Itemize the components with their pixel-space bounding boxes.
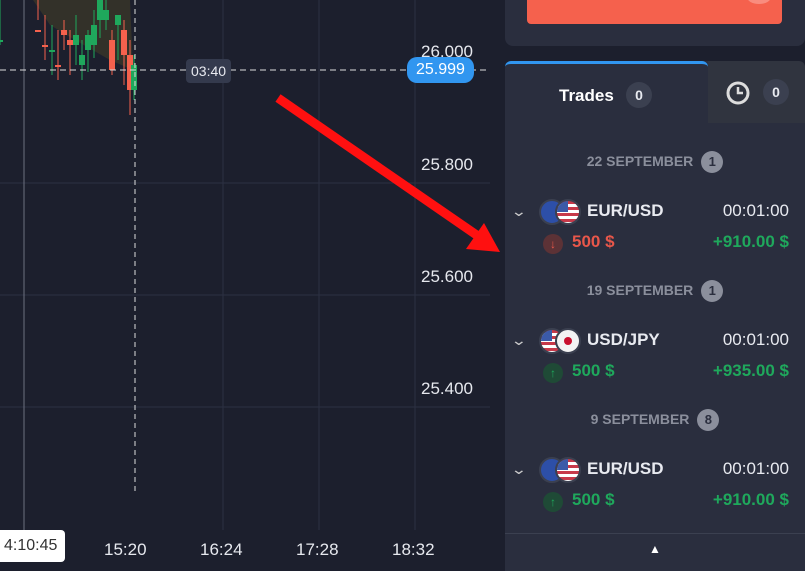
date-count-badge: 1 bbox=[701, 151, 724, 173]
chevron-down-icon[interactable]: ⌄ bbox=[510, 332, 528, 348]
asset-pair: USD/JPY bbox=[587, 330, 660, 349]
y-tick: 26.000 bbox=[421, 42, 473, 61]
trade-duration: 00:01:00 bbox=[722, 459, 789, 478]
chevron-down-icon[interactable]: ⌄ bbox=[510, 461, 528, 477]
date-label: 9 SEPTEMBER bbox=[590, 411, 690, 427]
candle-body bbox=[55, 65, 61, 67]
date-count-badge: 8 bbox=[697, 409, 720, 431]
tab-trades[interactable]: Trades 0 bbox=[505, 61, 708, 123]
date-count-badge: 1 bbox=[701, 280, 724, 302]
trade-button-area bbox=[505, 0, 805, 46]
price-chart[interactable] bbox=[0, 0, 500, 571]
candle-body bbox=[103, 10, 109, 20]
chevron-down-icon[interactable]: ⌄ bbox=[510, 203, 528, 219]
trade-item[interactable]: ⌄ USD/JPY 00:01:00 ↑ 500 $ +935.00 $ bbox=[505, 328, 805, 388]
expiry-timer: 03:40 bbox=[186, 59, 232, 83]
candle-body bbox=[127, 55, 133, 90]
candle-body bbox=[35, 30, 41, 32]
trade-item[interactable]: ⌄ EUR/USD 00:01:00 ↓ 500 $ +910.00 $ bbox=[505, 199, 805, 259]
trade-button[interactable] bbox=[527, 0, 782, 24]
y-tick: 25.800 bbox=[421, 155, 473, 174]
trade-payout: +910.00 $ bbox=[712, 490, 789, 509]
candle-body bbox=[131, 65, 137, 90]
trade-amount: 500 $ bbox=[572, 490, 615, 509]
flag-us-icon bbox=[555, 199, 581, 225]
candles bbox=[0, 0, 137, 115]
arrow-up-icon: ↑ bbox=[543, 492, 563, 512]
candle-body bbox=[115, 15, 121, 25]
flag-us-icon bbox=[555, 457, 581, 483]
candle-body bbox=[91, 25, 97, 45]
y-tick: 25.400 bbox=[421, 379, 473, 398]
candle-body bbox=[49, 50, 55, 52]
candle-body bbox=[42, 45, 48, 47]
trade-payout: +910.00 $ bbox=[712, 232, 789, 251]
scroll-up-button[interactable]: ▲ bbox=[505, 533, 805, 571]
arrow-down-icon: ↓ bbox=[543, 234, 563, 254]
trade-duration: 00:01:00 bbox=[722, 201, 789, 220]
tab-label: Trades bbox=[559, 86, 614, 105]
trade-payout: +935.00 $ bbox=[712, 361, 789, 380]
tab-pending[interactable]: 0 bbox=[708, 61, 805, 123]
trades-count-badge: 0 bbox=[626, 82, 652, 108]
current-time-label: 4:10:45 bbox=[0, 530, 65, 562]
clock-icon bbox=[726, 81, 750, 105]
candle-body bbox=[109, 40, 115, 70]
trade-duration: 00:01:00 bbox=[722, 330, 789, 349]
asset-pair: EUR/USD bbox=[587, 459, 664, 478]
candle-body bbox=[121, 30, 127, 55]
asset-pair: EUR/USD bbox=[587, 201, 664, 220]
candle-body bbox=[0, 40, 3, 42]
candle-body bbox=[85, 35, 91, 50]
trade-amount: 500 $ bbox=[572, 361, 615, 380]
flag-jp-icon bbox=[555, 328, 581, 354]
x-tick: 17:28 bbox=[296, 540, 339, 559]
trades-panel: Trades 0 0 22 SEPTEMBER 1 ⌄ EUR/USD 00:01… bbox=[505, 61, 805, 571]
arrow-up-icon: ↑ bbox=[543, 363, 563, 383]
date-label: 19 SEPTEMBER bbox=[586, 282, 694, 298]
x-tick: 18:32 bbox=[392, 540, 435, 559]
x-tick: 15:20 bbox=[104, 540, 147, 559]
red-arrow-annotation bbox=[275, 94, 500, 252]
current-price-badge: 25.999 bbox=[407, 57, 474, 83]
x-tick: 16:24 bbox=[200, 540, 243, 559]
candle-body bbox=[79, 55, 85, 65]
candle-body bbox=[61, 30, 67, 35]
date-group-header: 9 SEPTEMBER 8 bbox=[505, 409, 805, 431]
y-tick: 25.600 bbox=[421, 267, 473, 286]
candle-body bbox=[97, 0, 103, 20]
candle-body bbox=[67, 40, 73, 45]
date-label: 22 SEPTEMBER bbox=[586, 153, 694, 169]
date-group-header: 19 SEPTEMBER 1 bbox=[505, 280, 805, 302]
date-group-header: 22 SEPTEMBER 1 bbox=[505, 151, 805, 173]
trade-amount: 500 $ bbox=[572, 232, 615, 251]
trade-item[interactable]: ⌄ EUR/USD 00:01:00 ↑ 500 $ +910.00 $ bbox=[505, 457, 805, 517]
pending-count-badge: 0 bbox=[763, 79, 789, 105]
candle-body bbox=[73, 35, 79, 45]
